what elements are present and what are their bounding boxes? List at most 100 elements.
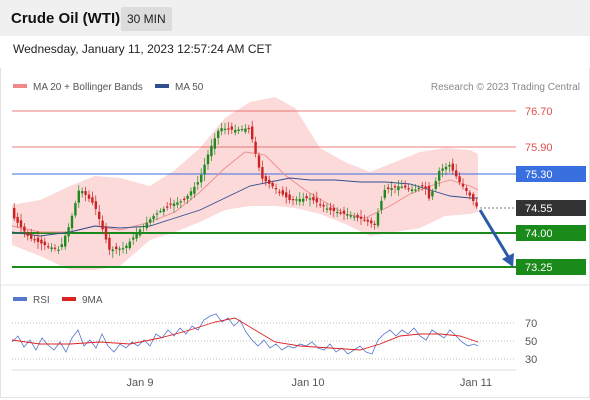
candle-body [111,249,114,252]
rsi-legend-swatch [13,297,27,301]
candle-body [203,164,206,175]
candle-body [172,203,176,207]
candle-body [193,186,196,194]
candle-body [441,168,444,171]
candle-body [407,188,410,190]
instrument-title: Crude Oil (WTI) [11,10,121,27]
candle-body [336,211,339,214]
candle-body [291,199,295,201]
candle-body [458,176,461,183]
candle-body [210,145,213,157]
candle-body [421,185,424,187]
rsi-ma-legend-label: 9MA [82,295,103,306]
candle-body [414,189,417,191]
candle-body [254,141,257,154]
candle-body [166,206,169,208]
candle-body [393,186,397,188]
candle-body [329,207,332,211]
candle-body [400,186,403,188]
candle-body [176,202,179,205]
candle-body [444,166,448,170]
rsi-legend-label: RSI [33,295,50,306]
candle-body [315,198,318,203]
candle-body [281,190,284,195]
rsi-line [11,313,479,355]
candle-body [455,170,458,177]
candle-body [319,204,322,206]
candle-body [53,247,57,249]
candle-body [417,187,420,190]
candle-body [257,155,261,168]
candle-body [206,154,210,165]
candle-body [404,185,407,188]
candlesticks [13,120,478,258]
candle-body [57,249,60,251]
rsi-level-30-label: 30 [525,354,537,366]
candle-body [142,226,145,228]
candle-body [271,182,274,187]
rsi-ma-line [11,317,479,351]
ma20-legend-swatch [13,84,27,88]
candle-body [16,216,19,223]
candle-body [359,216,363,219]
candle-body [200,174,203,183]
candle-body [104,226,108,240]
candle-body [74,203,77,216]
ma20-line [11,151,479,233]
candle-body [390,188,393,191]
candle-body [349,215,352,217]
candle-body [237,129,240,131]
candle-body [70,215,74,229]
candle-body [108,237,111,250]
candle-body [475,202,478,207]
rsi-ma-legend-swatch [62,297,76,301]
header-bar: Crude Oil (WTI) 30 MIN [0,0,590,36]
candle-body [234,129,237,133]
candle-body [81,191,84,194]
candle-body [251,126,254,140]
level-tag-73-25 [516,259,586,275]
candle-body [465,187,468,191]
candle-body [302,198,305,202]
candle-body [380,200,383,210]
candle-body [94,201,97,209]
candle-body [247,127,250,130]
candle-body [230,126,233,130]
candle-body [339,212,342,214]
candle-body [43,241,46,246]
candle-body [261,167,264,179]
level-label-74-00: 74.00 [525,228,553,240]
candle-body [431,191,434,197]
candle-body [223,128,227,130]
candle-body [468,192,471,196]
candle-body [451,163,454,171]
candle-body [264,176,267,182]
candle-body [155,213,159,215]
candle-body [308,198,312,200]
timeframe-badge[interactable]: 30 MIN [121,7,172,31]
candle-body [383,189,386,198]
candle-body [278,191,281,193]
level-label-75-90: 75.90 [525,142,553,154]
candle-body [312,196,315,201]
last-price-tag [516,200,586,216]
candle-body [424,186,427,189]
candle-body [363,219,366,221]
candle-body [179,201,182,203]
level-label-76-70: 76.70 [525,106,553,118]
candle-body [159,211,162,213]
candle-body [91,197,94,203]
candle-body [125,245,128,249]
last-price-label: 74.55 [525,203,553,215]
candle-body [448,165,451,167]
candle-body [217,130,220,138]
candle-body [189,191,193,196]
candle-body [213,138,216,149]
bollinger-band [12,97,478,270]
projection-arrow-line [478,209,511,259]
candle-body [397,186,400,191]
level-tag-75-30 [516,166,586,182]
candle-body [121,248,125,250]
candle-body [342,210,346,214]
